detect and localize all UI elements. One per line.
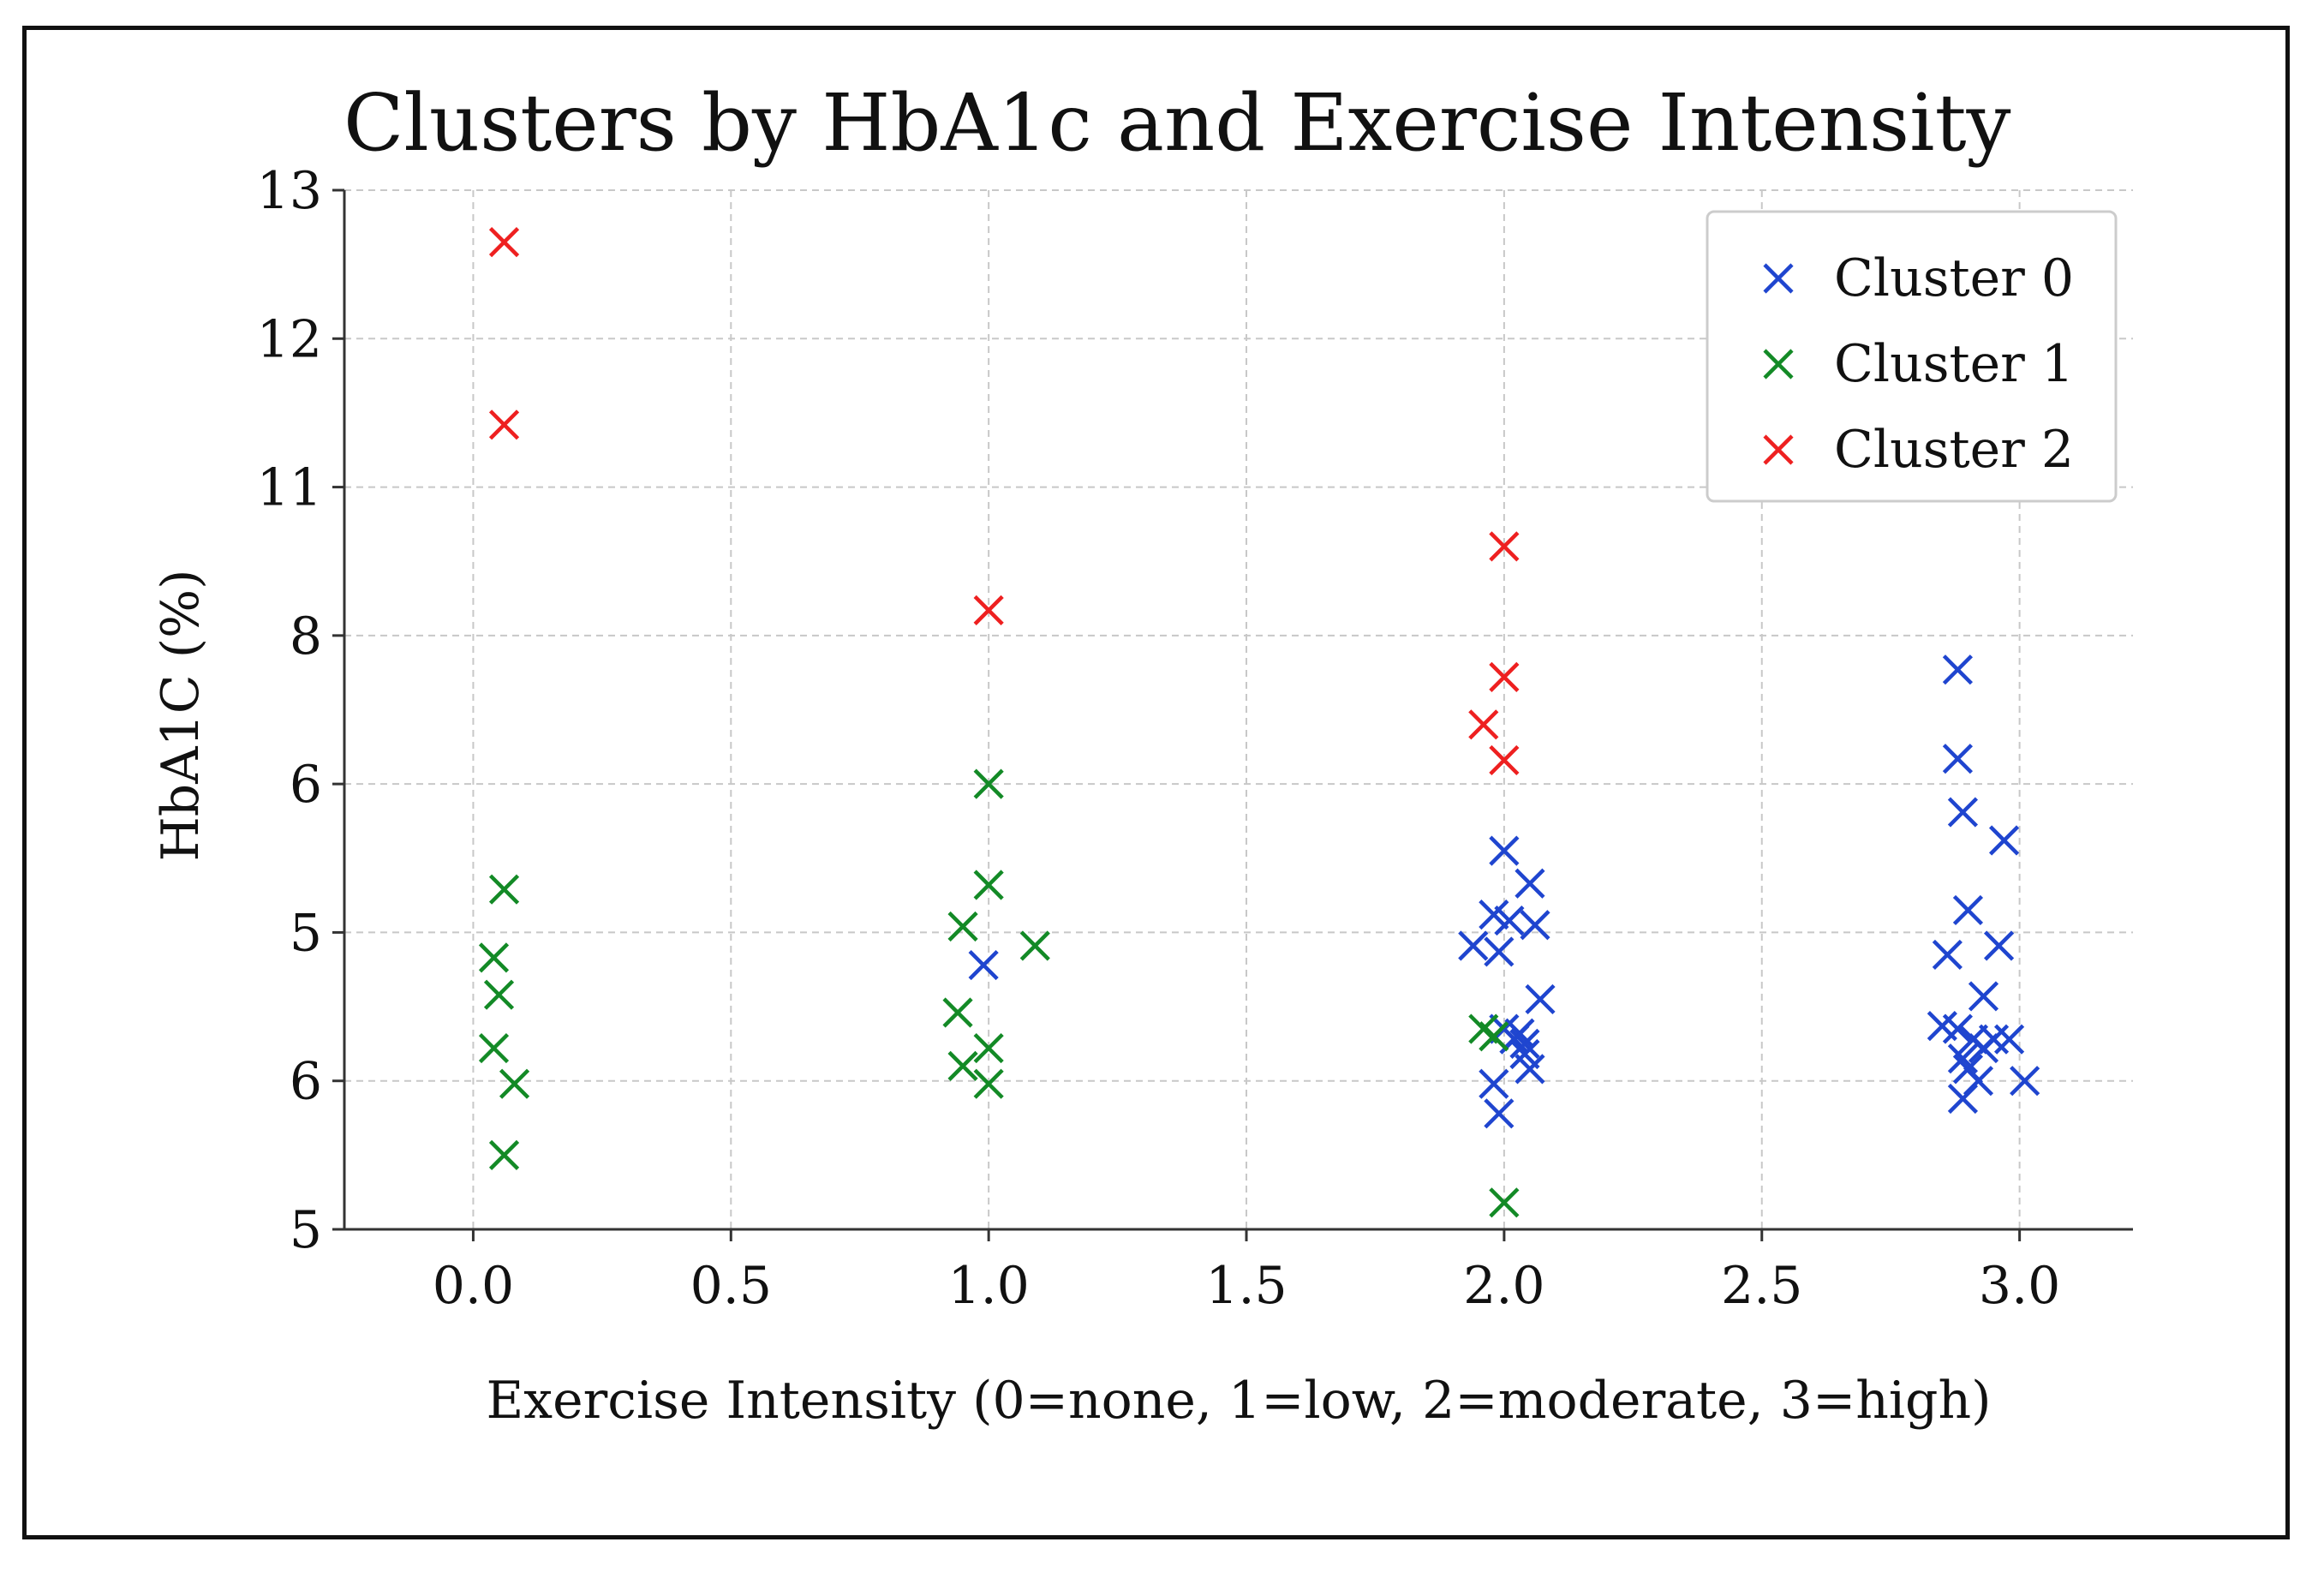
legend-markers bbox=[1763, 263, 1794, 465]
point-cluster-0 bbox=[1942, 1013, 1974, 1044]
point-cluster-0 bbox=[1988, 825, 2020, 856]
point-cluster-0 bbox=[1509, 1028, 1540, 1059]
x-tick-label: 3.0 bbox=[1979, 1256, 2060, 1316]
point-cluster-0 bbox=[1947, 1043, 1979, 1074]
point-cluster-0 bbox=[1983, 930, 2015, 961]
axes bbox=[343, 190, 2133, 1231]
point-cluster-1 bbox=[973, 768, 1004, 799]
point-cluster-0 bbox=[968, 949, 999, 981]
x-tick-label: 0.5 bbox=[690, 1256, 772, 1316]
x-tick-label: 1.0 bbox=[947, 1256, 1029, 1316]
point-cluster-1 bbox=[1479, 1021, 1509, 1052]
point-cluster-1 bbox=[478, 1032, 510, 1064]
point-cluster-0 bbox=[1489, 835, 1520, 866]
point-cluster-0 bbox=[1942, 655, 1974, 685]
point-cluster-1 bbox=[947, 1050, 978, 1081]
point-cluster-2 bbox=[973, 595, 1004, 625]
point-cluster-1 bbox=[488, 874, 520, 905]
legend: Cluster 0 Cluster 1 Cluster 2 bbox=[1706, 210, 2118, 503]
point-cluster-1 bbox=[973, 870, 1004, 900]
point-cluster-1 bbox=[499, 1068, 530, 1099]
point-cluster-2 bbox=[1489, 744, 1520, 776]
point-cluster-1 bbox=[973, 1032, 1004, 1064]
legend-marker-cluster-0 bbox=[1763, 263, 1794, 294]
legend-label-cluster-0: Cluster 0 bbox=[1834, 248, 2074, 308]
point-cluster-0 bbox=[1484, 936, 1514, 967]
point-cluster-0 bbox=[1942, 744, 1974, 774]
chart-title: Clusters by HbA1c and Exercise Intensity bbox=[344, 77, 2011, 169]
point-cluster-0 bbox=[1952, 894, 1984, 926]
y-tick-label: 5 bbox=[290, 1200, 322, 1260]
point-cluster-1 bbox=[947, 911, 978, 942]
y-tick-label: 8 bbox=[290, 607, 322, 666]
y-tick-label: 12 bbox=[257, 309, 322, 369]
point-cluster-2 bbox=[1489, 661, 1520, 692]
point-cluster-0 bbox=[1484, 1098, 1514, 1129]
legend-marker-cluster-2 bbox=[1763, 434, 1794, 465]
point-cluster-0 bbox=[1514, 868, 1545, 899]
y-tick-label: 11 bbox=[257, 458, 322, 518]
legend-marker-cluster-1 bbox=[1763, 349, 1794, 380]
point-cluster-1 bbox=[942, 997, 973, 1028]
legend-box bbox=[1706, 210, 2118, 503]
y-axis-label: HbA1C (%) bbox=[151, 569, 211, 861]
point-cluster-0 bbox=[1514, 1054, 1545, 1085]
x-ticks: 0.0 0.5 1.0 1.5 2.0 2.5 3.0 bbox=[433, 1229, 2060, 1316]
point-cluster-0 bbox=[1947, 1083, 1979, 1115]
point-cluster-1 bbox=[478, 942, 510, 973]
y-tick-label: 13 bbox=[257, 161, 322, 221]
point-cluster-2 bbox=[488, 227, 520, 258]
point-cluster-0 bbox=[1479, 1068, 1509, 1099]
point-cluster-2 bbox=[488, 409, 520, 440]
point-cluster-0 bbox=[1978, 1024, 2010, 1055]
point-cluster-0 bbox=[1993, 1024, 2025, 1055]
x-tick-label: 2.0 bbox=[1463, 1256, 1544, 1316]
point-cluster-1 bbox=[973, 1068, 1004, 1099]
y-tick-label: 6 bbox=[290, 1052, 322, 1112]
x-axis-label: Exercise Intensity (0=none, 1=low, 2=mod… bbox=[486, 1371, 1991, 1431]
point-cluster-0 bbox=[2010, 1066, 2040, 1097]
point-cluster-0 bbox=[1494, 905, 1525, 936]
point-cluster-1 bbox=[1019, 930, 1050, 961]
point-cluster-0 bbox=[1458, 930, 1489, 961]
point-cluster-2 bbox=[1489, 531, 1520, 562]
x-tick-label: 1.5 bbox=[1205, 1256, 1287, 1316]
y-tick-label: 6 bbox=[290, 755, 322, 815]
x-tick-label: 2.5 bbox=[1721, 1256, 1802, 1316]
point-cluster-0 bbox=[1932, 939, 1963, 971]
legend-label-cluster-1: Cluster 1 bbox=[1834, 334, 2074, 394]
y-ticks: 5 6 5 6 8 11 12 13 bbox=[257, 161, 344, 1260]
point-cluster-0 bbox=[1479, 900, 1509, 930]
point-cluster-0 bbox=[1947, 797, 1979, 828]
point-cluster-1 bbox=[483, 979, 515, 1010]
data-points bbox=[478, 227, 2040, 1218]
x-tick-label: 0.0 bbox=[433, 1256, 514, 1316]
point-cluster-0 bbox=[1968, 981, 1999, 1012]
point-cluster-0 bbox=[1525, 983, 1556, 1015]
scatter-chart: 5 6 5 6 8 11 12 13 0.0 0.5 1.0 1.5 2.0 2.5 3.0 Cluste… bbox=[151, 77, 2133, 1431]
point-cluster-0 bbox=[1520, 910, 1550, 941]
y-tick-label: 5 bbox=[290, 903, 322, 963]
point-cluster-1 bbox=[1489, 1187, 1520, 1218]
point-cluster-1 bbox=[488, 1139, 520, 1170]
figure-frame: 5 6 5 6 8 11 12 13 0.0 0.5 1.0 1.5 2.0 2.5 3.0 Cluste… bbox=[22, 26, 2290, 1539]
point-cluster-2 bbox=[1468, 709, 1499, 740]
legend-label-cluster-2: Cluster 2 bbox=[1834, 420, 2074, 480]
